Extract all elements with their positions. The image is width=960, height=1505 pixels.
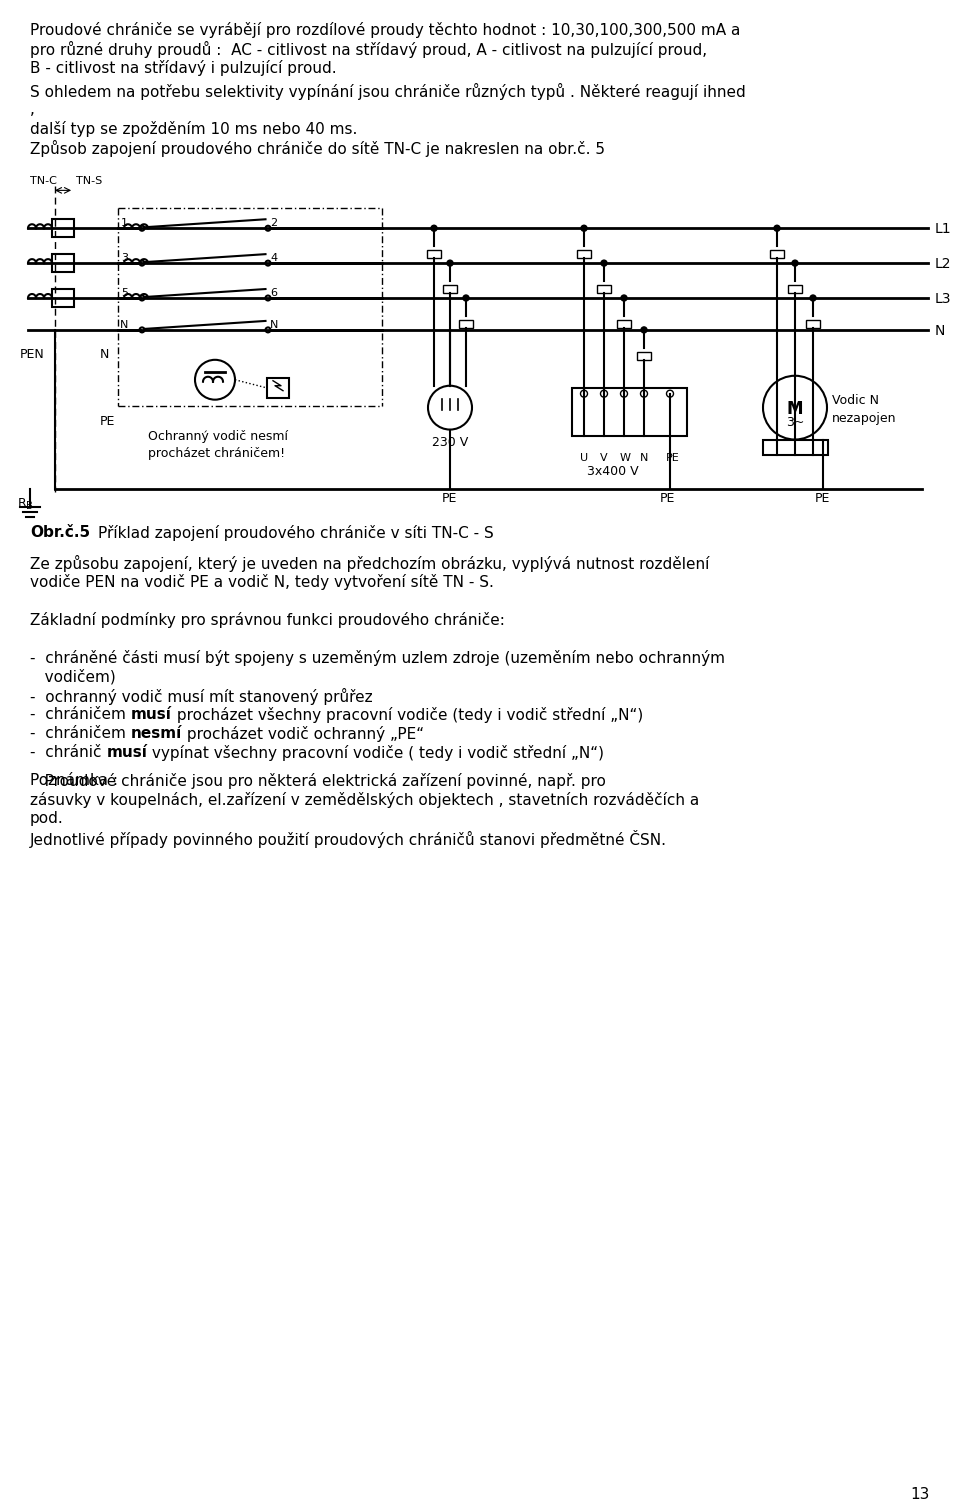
Text: zásuvky v koupelnách, el.zařízení v zemědělských objektech , stavetních rozváděč: zásuvky v koupelnách, el.zařízení v země… [30, 792, 699, 808]
Circle shape [810, 295, 816, 301]
Text: další typ se zpožděním 10 ms nebo 40 ms.: další typ se zpožděním 10 ms nebo 40 ms. [30, 120, 357, 137]
Bar [52, 220, 74, 238]
Circle shape [581, 226, 587, 232]
Text: 230 V: 230 V [432, 435, 468, 448]
Text: Vodic N: Vodic N [832, 394, 879, 406]
Text: Ochranný vodič nesmí: Ochranný vodič nesmí [148, 429, 288, 442]
Text: Proudové chrániče se vyrábějí pro rozdílové proudy těchto hodnot : 10,30,100,300: Proudové chrániče se vyrábějí pro rozdíl… [30, 23, 740, 38]
Bar [806, 321, 820, 328]
Text: TN-S: TN-S [76, 176, 103, 187]
Bar [597, 284, 611, 293]
Text: Příklad zapojení proudového chrániče v síti TN-C - S: Příklad zapojení proudového chrániče v s… [98, 525, 493, 542]
Text: 3: 3 [121, 253, 128, 263]
Text: pro různé druhy proudů :  AC - citlivost na střídavý proud, A - citlivost na pul: pro různé druhy proudů : AC - citlivost … [30, 41, 708, 57]
Text: L3: L3 [935, 292, 951, 306]
Bar [617, 321, 631, 328]
Text: Proudové chrániče jsou pro některá elektrická zařízení povinné, např. pro: Proudové chrániče jsou pro některá elekt… [30, 774, 606, 790]
Circle shape [621, 295, 627, 301]
Circle shape [792, 260, 798, 266]
Text: TN-C: TN-C [30, 176, 57, 187]
Bar [637, 352, 651, 360]
Bar [762, 439, 828, 456]
Circle shape [431, 226, 437, 232]
Bar [52, 289, 74, 307]
Text: Obr.č.5: Obr.č.5 [30, 525, 90, 540]
Text: U: U [580, 453, 588, 464]
Text: N: N [120, 321, 128, 330]
Text: Základní podmínky pro správnou funkci proudového chrániče:: Základní podmínky pro správnou funkci pr… [30, 613, 505, 628]
Text: -  chráněné části musí být spojeny s uzeměným uzlem zdroje (uzeměním nebo ochran: - chráněné části musí být spojeny s uzem… [30, 650, 725, 665]
Circle shape [641, 327, 647, 333]
Text: 2: 2 [270, 218, 277, 229]
Circle shape [601, 260, 607, 266]
Text: W: W [620, 453, 631, 464]
Text: PE: PE [815, 492, 830, 506]
Text: PE: PE [666, 453, 680, 464]
Text: 1: 1 [121, 218, 128, 229]
Text: -  ochranný vodič musí mít stanovený průřez: - ochranný vodič musí mít stanovený průř… [30, 688, 372, 704]
Text: N: N [935, 324, 946, 339]
Text: musí: musí [131, 707, 172, 722]
Text: 5: 5 [121, 287, 128, 298]
Text: 13: 13 [911, 1487, 930, 1502]
Text: vypínat všechny pracovní vodiče ( tedy i vodič střední „N“): vypínat všechny pracovní vodiče ( tedy i… [147, 745, 604, 760]
Text: PE: PE [100, 414, 115, 427]
Bar [52, 254, 74, 272]
Bar [443, 284, 457, 293]
Text: procházet všechny pracovní vodiče (tedy i vodič střední „N“): procházet všechny pracovní vodiče (tedy … [172, 707, 643, 722]
Text: 4: 4 [270, 253, 277, 263]
Text: 3~: 3~ [786, 415, 804, 429]
Text: Poznámka :: Poznámka : [30, 774, 123, 789]
Bar [267, 378, 289, 397]
Text: procházet vodič ochranný „PE“: procházet vodič ochranný „PE“ [182, 725, 424, 742]
Bar [427, 250, 441, 259]
Text: V: V [600, 453, 608, 464]
Text: L1: L1 [935, 223, 951, 236]
Text: nezapojen: nezapojen [832, 412, 897, 424]
Text: ,: , [30, 102, 35, 117]
Text: L2: L2 [935, 257, 951, 271]
Text: -  chráničem: - chráničem [30, 707, 131, 722]
Text: B: B [26, 501, 33, 512]
Bar [788, 284, 802, 293]
Text: musí: musí [107, 745, 147, 760]
Bar [770, 250, 784, 259]
Text: PE: PE [660, 492, 676, 506]
Text: Jednotlivé případy povinného použití proudových chráničů stanovi předmětné ČSN.: Jednotlivé případy povinného použití pro… [30, 831, 667, 849]
Text: -  chránič: - chránič [30, 745, 107, 760]
Text: vodiče PEN na vodič PE a vodič N, tedy vytvoření sítě TN - S.: vodiče PEN na vodič PE a vodič N, tedy v… [30, 573, 493, 590]
Text: 3x400 V: 3x400 V [587, 465, 638, 479]
Text: Ze způsobu zapojení, který je uveden na předchozím obrázku, vyplývá nutnost rozd: Ze způsobu zapojení, který je uveden na … [30, 555, 709, 572]
Circle shape [774, 226, 780, 232]
Text: pod.: pod. [30, 811, 63, 826]
Text: -  chráničem: - chráničem [30, 725, 131, 740]
Text: 6: 6 [270, 287, 277, 298]
Text: S ohledem na potřebu selektivity vypínání jsou chrániče různých typů . Některé r: S ohledem na potřebu selektivity vypínán… [30, 83, 746, 99]
Text: N: N [100, 348, 109, 361]
Text: procházet chráničem!: procházet chráničem! [148, 447, 285, 459]
Text: PEN: PEN [20, 348, 45, 361]
Text: B - citlivost na střídavý i pulzující proud.: B - citlivost na střídavý i pulzující pr… [30, 60, 337, 75]
Text: M: M [787, 400, 804, 418]
Circle shape [447, 260, 453, 266]
Text: N: N [640, 453, 648, 464]
Bar [459, 321, 473, 328]
Text: nesmí: nesmí [131, 725, 182, 740]
Text: R: R [18, 497, 27, 510]
Text: vodičem): vodičem) [30, 668, 116, 685]
Bar [572, 388, 687, 435]
Text: N: N [270, 321, 278, 330]
Circle shape [463, 295, 469, 301]
Text: PE: PE [442, 492, 457, 506]
Bar [577, 250, 591, 259]
Text: Způsob zapojení proudového chrániče do sítě TN-C je nakreslen na obr.č. 5: Způsob zapojení proudového chrániče do s… [30, 140, 605, 157]
